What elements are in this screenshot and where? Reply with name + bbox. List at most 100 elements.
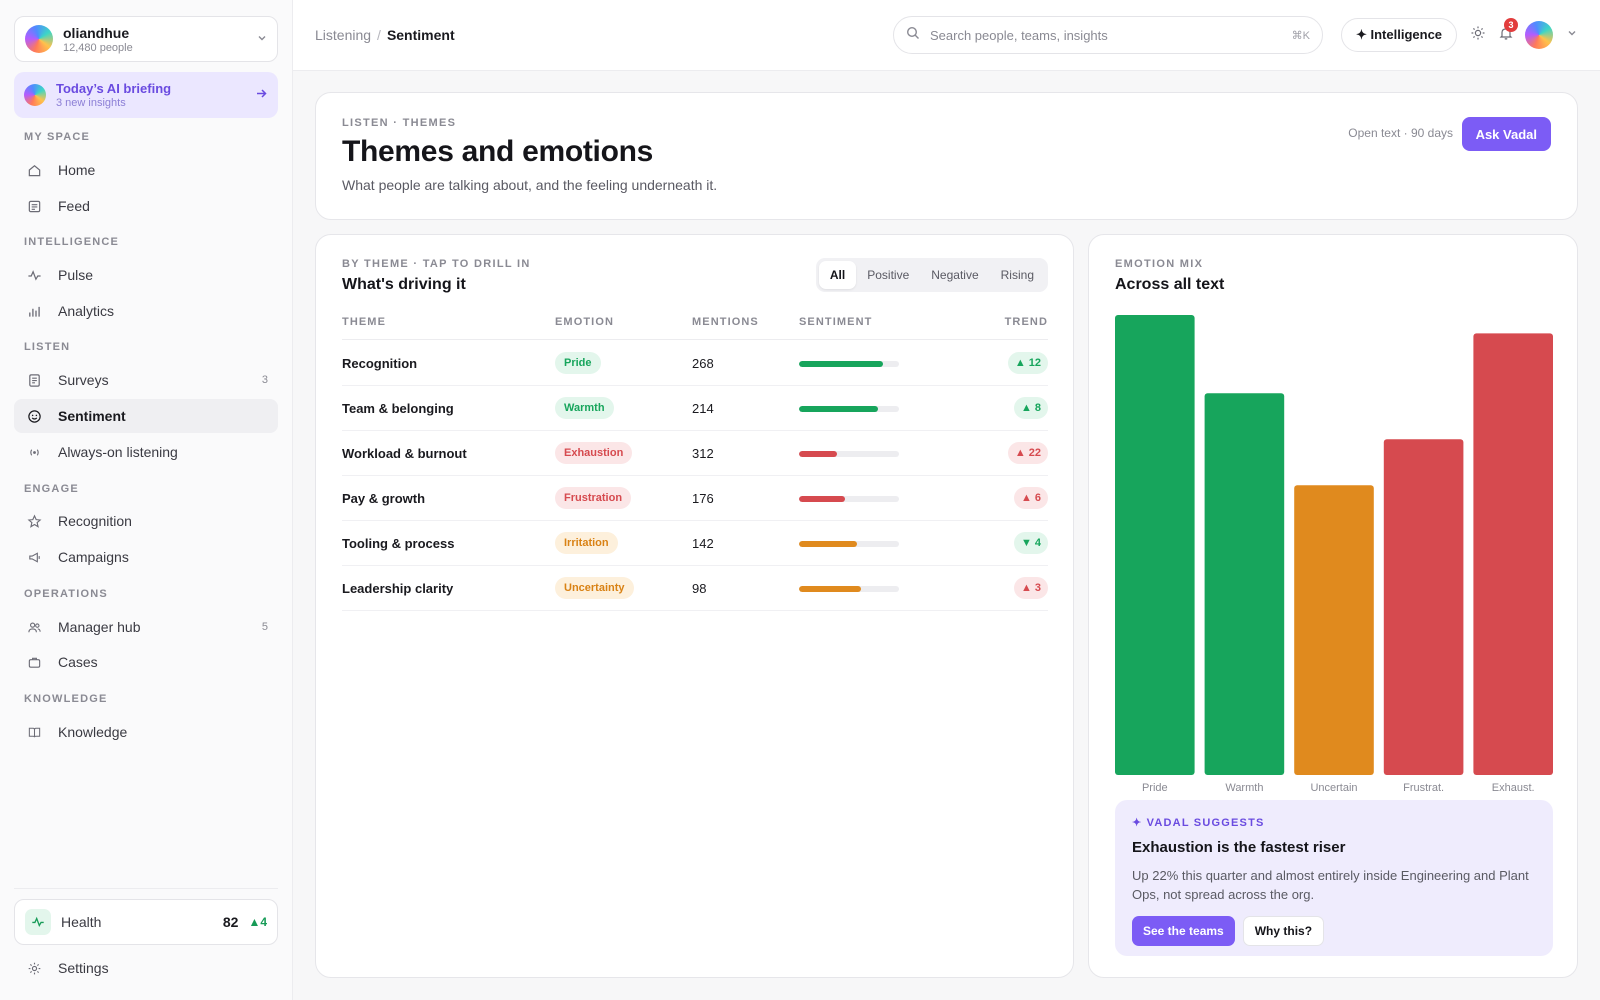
- emotion-mix-title: Across all text: [1115, 276, 1225, 293]
- why-this-button[interactable]: Why this?: [1242, 916, 1325, 946]
- emotion-mix-eyebrow: EMOTION MIX: [1115, 258, 1204, 270]
- search-input[interactable]: [930, 27, 1292, 43]
- x-tick-label: Exhaust.: [1492, 782, 1535, 794]
- filter-rising[interactable]: Rising: [1000, 268, 1034, 282]
- sidebar: oliandhue 12,480 people Today’s AI brief…: [0, 0, 293, 1000]
- breadcrumb-separator: /: [377, 27, 381, 43]
- user-avatar[interactable]: [1525, 21, 1553, 49]
- sentiment-bar-fill: [799, 451, 837, 457]
- suggestion-body: Up 22% this quarter and almost entirely …: [1132, 868, 1529, 902]
- book-icon: [24, 725, 44, 740]
- sidebar-item-manager-hub[interactable]: Manager hub 5: [14, 610, 278, 644]
- org-name: oliandhue: [63, 24, 130, 41]
- heartbeat-icon: [25, 909, 51, 935]
- pulse-icon: [24, 268, 44, 283]
- emotion-badge: Warmth: [555, 397, 614, 419]
- bar-uncertain[interactable]: [1294, 485, 1374, 775]
- table-row[interactable]: Recognition Pride 268 ▲ 12: [342, 341, 1048, 386]
- table-row[interactable]: Team & belonging Warmth 214 ▲ 8: [342, 386, 1048, 431]
- sidebar-item-label: Knowledge: [58, 724, 128, 740]
- bar-pride[interactable]: [1115, 315, 1195, 775]
- vadal-suggestion-card: ✦ VADAL SUGGESTS Exhaustion is the faste…: [1115, 800, 1553, 956]
- mentions-count: 268: [692, 356, 714, 371]
- col-sentiment: SENTIMENT: [799, 316, 873, 328]
- table-row[interactable]: Leadership clarity Uncertainty 98 ▲ 3: [342, 566, 1048, 611]
- intelligence-button[interactable]: ✦ Intelligence: [1341, 18, 1458, 52]
- survey-icon: [24, 373, 44, 388]
- sidebar-item-recognition[interactable]: Recognition: [14, 504, 278, 538]
- see-the-teams-button[interactable]: See the teams: [1132, 916, 1235, 946]
- search-box[interactable]: ⌘K: [893, 16, 1323, 54]
- themes-eyebrow: BY THEME · TAP TO DRILL IN: [342, 258, 531, 270]
- sidebar-item-surveys[interactable]: Surveys 3: [14, 363, 278, 397]
- health-delta: ▲4: [248, 915, 267, 929]
- sidebar-divider: [14, 888, 278, 889]
- health-widget[interactable]: Health 82 ▲4: [14, 899, 278, 945]
- notification-count-badge: 3: [1504, 18, 1518, 32]
- org-switcher[interactable]: oliandhue 12,480 people: [14, 16, 278, 62]
- sidebar-item-pulse[interactable]: Pulse: [14, 258, 278, 292]
- filter-negative[interactable]: Negative: [931, 268, 979, 282]
- bar-warmth[interactable]: [1204, 393, 1285, 775]
- mentions-count: 176: [692, 491, 714, 506]
- sidebar-item-label: Always-on listening: [58, 444, 178, 460]
- breadcrumb-parent[interactable]: Listening: [315, 27, 372, 43]
- themes-card: BY THEME · TAP TO DRILL IN What's drivin…: [315, 234, 1074, 978]
- emotion-badge: Irritation: [555, 532, 618, 554]
- gear-icon: [24, 961, 44, 976]
- sidebar-item-campaigns[interactable]: Campaigns: [14, 540, 278, 574]
- sidebar-item-knowledge[interactable]: Knowledge: [14, 715, 278, 749]
- nav-section-listen: LISTEN: [24, 341, 71, 353]
- arrow-right-icon: [255, 87, 268, 103]
- bell-icon[interactable]: 3: [1498, 18, 1518, 46]
- ai-briefing-card[interactable]: Today’s AI briefing 3 new insights: [14, 72, 278, 118]
- sidebar-item-always-on-listening[interactable]: Always-on listening: [14, 435, 278, 469]
- mentions-count: 142: [692, 536, 714, 551]
- sidebar-item-label: Surveys: [58, 372, 109, 388]
- sidebar-item-analytics[interactable]: Analytics: [14, 294, 278, 328]
- table-row[interactable]: Workload & burnout Exhaustion 312 ▲ 22: [342, 431, 1048, 476]
- sidebar-item-settings[interactable]: Settings: [14, 951, 278, 985]
- sidebar-item-sentiment[interactable]: Sentiment: [14, 399, 278, 433]
- nav-section-engage: ENGAGE: [24, 483, 79, 495]
- trend-badge: ▼ 4: [1013, 532, 1048, 554]
- sidebar-item-label: Analytics: [58, 303, 115, 319]
- sun-icon[interactable]: [1470, 25, 1486, 46]
- briefing-title: Today’s AI briefing: [56, 81, 172, 96]
- home-icon: [24, 163, 44, 178]
- themes-title: What's driving it: [342, 276, 466, 293]
- emotion-badge: Exhaustion: [555, 442, 633, 464]
- people-icon: [24, 620, 44, 635]
- col-emotion: EMOTION: [555, 316, 615, 328]
- table-row[interactable]: Pay & growth Frustration 176 ▲ 6: [342, 476, 1048, 521]
- sidebar-item-label: Cases: [58, 654, 98, 670]
- sidebar-item-label: Home: [58, 162, 96, 178]
- sidebar-item-cases[interactable]: Cases: [14, 645, 278, 679]
- megaphone-icon: [24, 550, 44, 565]
- briefing-subtitle: 3 new insights: [56, 97, 126, 109]
- sidebar-item-label: Feed: [58, 198, 90, 214]
- emotion-badge: Uncertainty: [555, 577, 634, 599]
- table-row[interactable]: Tooling & process Irritation 142 ▼ 4: [342, 521, 1048, 566]
- filter-all[interactable]: All: [818, 261, 857, 289]
- sidebar-item-label: Manager hub: [58, 619, 141, 635]
- briefcase-icon: [24, 655, 44, 670]
- trend-badge: ▲ 22: [1007, 442, 1048, 464]
- sidebar-item-label: Campaigns: [58, 549, 129, 565]
- ask-vadal-button[interactable]: Ask Vadal: [1461, 117, 1551, 151]
- filter-positive[interactable]: Positive: [867, 268, 910, 282]
- sidebar-item-label: Sentiment: [58, 408, 126, 424]
- health-score: 82: [222, 914, 239, 930]
- sidebar-item-feed[interactable]: Feed: [14, 189, 278, 223]
- sentiment-bar: [799, 541, 899, 547]
- sentiment-bar-fill: [799, 586, 861, 592]
- bar-exhaust[interactable]: [1473, 333, 1553, 775]
- sidebar-item-home[interactable]: Home: [14, 153, 278, 187]
- breadcrumb: Listening / Sentiment: [315, 27, 455, 43]
- bar-frustrat[interactable]: [1383, 439, 1464, 775]
- emotion-badge: Pride: [555, 352, 601, 374]
- radio-icon: [24, 445, 44, 460]
- chevron-down-icon[interactable]: [1567, 27, 1577, 41]
- search-shortcut: ⌘K: [1291, 29, 1310, 42]
- chevron-down-icon: [257, 32, 267, 46]
